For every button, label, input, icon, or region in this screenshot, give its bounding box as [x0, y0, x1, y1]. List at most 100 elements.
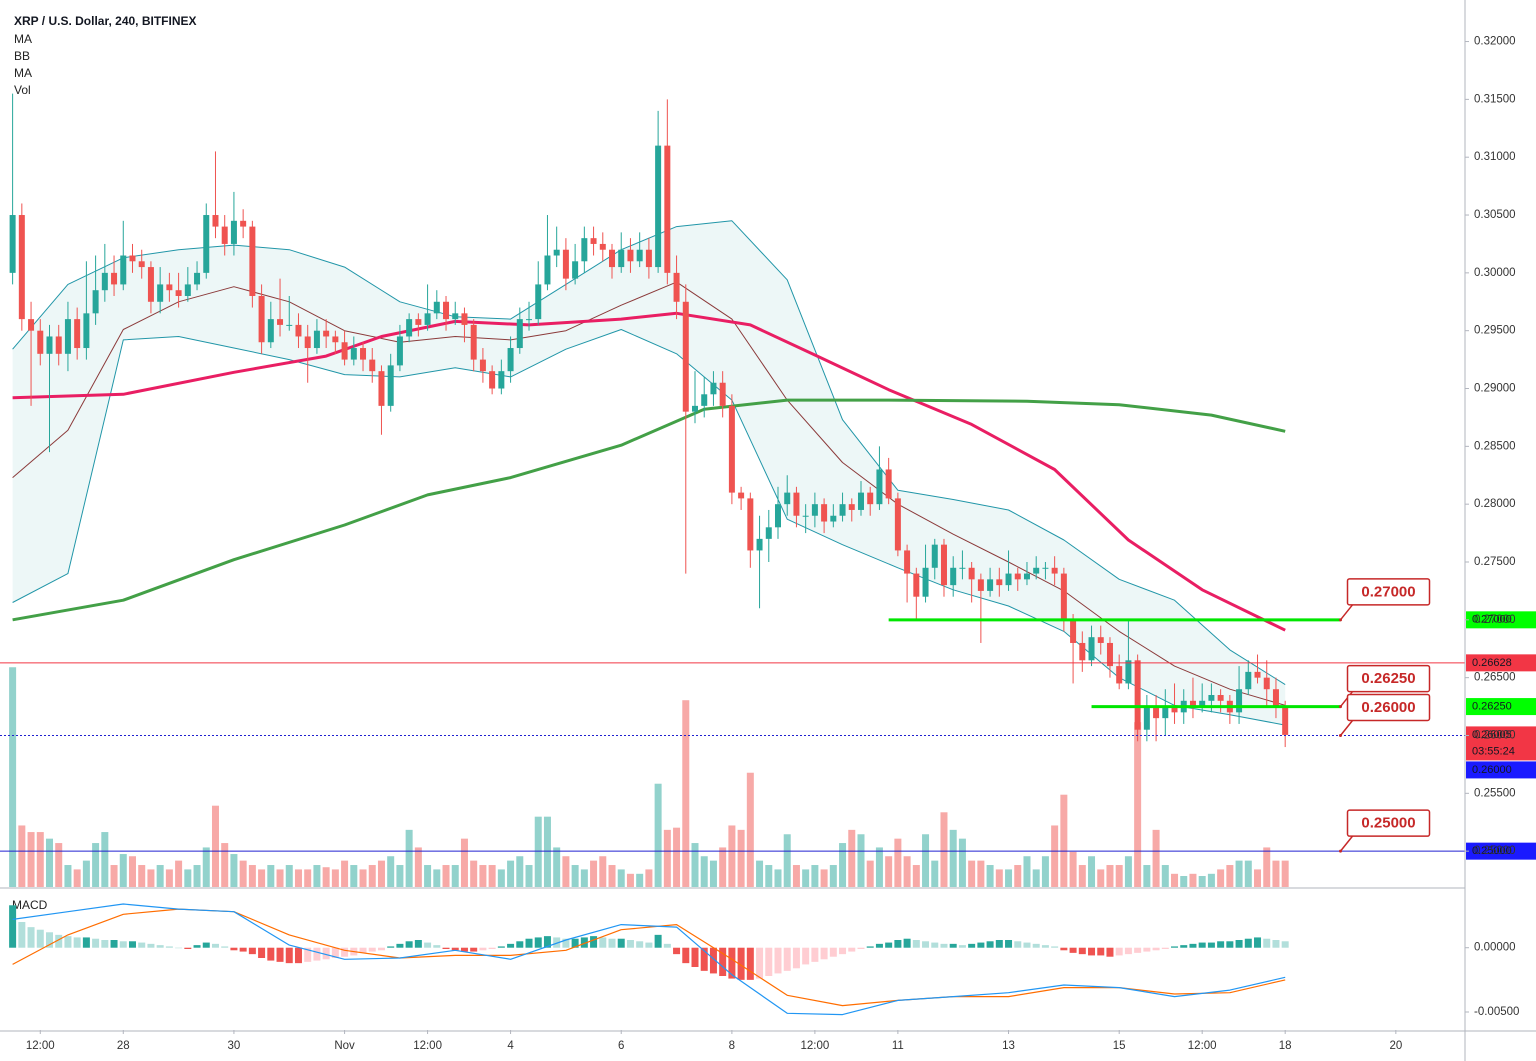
candle-body	[1282, 706, 1289, 735]
candle-body	[719, 382, 726, 406]
candle-body	[830, 515, 837, 522]
indicator-label: MA	[14, 66, 32, 80]
volume-bar	[626, 873, 634, 887]
x-tick-label: 20	[1389, 1040, 1402, 1052]
macd-histogram-bar	[617, 938, 625, 948]
volume-bar	[848, 829, 856, 887]
y-tick-label: 0.31500	[1474, 93, 1516, 105]
macd-histogram-bar	[958, 945, 966, 948]
volume-bar	[1254, 869, 1262, 887]
volume-bar	[663, 829, 671, 887]
macd-histogram-bar	[110, 940, 118, 948]
x-tick-label: Nov	[334, 1040, 355, 1052]
macd-histogram-bar	[709, 947, 717, 974]
last-price-badge	[1466, 726, 1536, 761]
macd-histogram-bar	[230, 947, 238, 951]
candle-body	[968, 567, 975, 580]
macd-histogram-bar	[829, 947, 837, 957]
volume-bar	[414, 847, 422, 887]
volume-bar	[175, 860, 183, 887]
y-tick-label: 0.30500	[1474, 209, 1516, 221]
candle-body	[1199, 700, 1206, 707]
volume-bar	[691, 843, 699, 887]
candle-body	[857, 492, 864, 510]
volume-bar	[885, 856, 893, 887]
volume-bar	[673, 827, 681, 887]
candle-body	[609, 249, 616, 268]
volume-bar	[1272, 860, 1280, 887]
macd-histogram-bar	[608, 938, 616, 948]
candle-body	[267, 319, 274, 343]
candle-body	[848, 504, 855, 510]
macd-histogram-bar	[1023, 942, 1031, 948]
x-tick-label: 12:00	[26, 1040, 55, 1052]
volume-bar	[64, 865, 72, 887]
macd-histogram-bar	[497, 946, 505, 948]
candle-body	[682, 301, 689, 412]
volume-bar	[101, 832, 109, 887]
x-tick-label: 13	[1002, 1040, 1015, 1052]
y-tick-label: 0.26000	[1474, 730, 1516, 742]
candle-body	[618, 249, 625, 268]
candle-body	[295, 324, 302, 337]
macd-histogram-bar	[1244, 938, 1252, 948]
volume-bar	[331, 869, 339, 887]
candle-body	[811, 504, 818, 516]
callout-box	[1346, 693, 1431, 722]
volume-bar	[1161, 865, 1169, 887]
bollinger-fill	[12, 220, 1286, 726]
candle-body	[645, 249, 652, 268]
volume-bar	[184, 869, 192, 887]
candle-body	[194, 272, 201, 285]
callout-box	[1346, 578, 1431, 606]
volume-bar	[258, 869, 266, 887]
macd-histogram-bar	[645, 942, 653, 948]
x-tick-label: 6	[618, 1040, 624, 1052]
volume-bar	[294, 869, 302, 887]
candle-body	[101, 272, 108, 291]
candle-body	[37, 330, 44, 354]
candle-body	[203, 215, 210, 273]
callout-anchor	[1339, 705, 1343, 709]
candle-body	[1153, 706, 1160, 719]
volume-bar	[239, 860, 247, 887]
y-tick-label: 0.32000	[1474, 36, 1516, 48]
volume-bar	[922, 834, 930, 887]
macd-histogram-bar	[1207, 942, 1215, 948]
candle-body	[756, 538, 763, 551]
macd-histogram-bar	[156, 945, 164, 948]
macd-histogram-bar	[857, 947, 865, 949]
volume-bar	[1217, 869, 1225, 887]
candle-body	[369, 359, 376, 372]
chart-title: XRP / U.S. Dollar, 240, BITFINEX	[14, 14, 197, 28]
volume-bar	[1207, 873, 1215, 887]
y-tick-label: 0.31000	[1474, 151, 1516, 163]
candle-body	[230, 220, 237, 244]
volume-bar	[986, 865, 994, 887]
volume-bar	[470, 860, 478, 887]
macd-histogram-bar	[387, 946, 395, 948]
macd-histogram-bar	[1143, 947, 1151, 952]
volume-bar	[202, 847, 210, 887]
candle-body	[728, 405, 735, 493]
macd-histogram-bar	[1281, 941, 1289, 948]
volume-bar	[396, 865, 404, 887]
macd-histogram-bar	[9, 905, 17, 948]
candle-body	[452, 313, 459, 320]
candle-body	[692, 405, 699, 412]
volume-bar	[1097, 869, 1105, 887]
macd-histogram-bar	[802, 947, 810, 965]
macd-line	[12, 903, 1286, 1016]
volume-bar	[507, 860, 515, 887]
callout-label: 0.25000	[1361, 815, 1415, 832]
macd-histogram-bar	[184, 947, 192, 949]
candle-body	[1116, 666, 1123, 684]
volume-bar	[497, 869, 505, 887]
y-tick-label: 0.27500	[1474, 556, 1516, 568]
macd-histogram-bar	[267, 947, 275, 961]
candle-body	[959, 567, 966, 569]
y-tick-label: 0.29500	[1474, 325, 1516, 337]
candle-body	[498, 371, 505, 389]
volume-bar	[1235, 860, 1243, 887]
candle-body	[738, 492, 745, 499]
